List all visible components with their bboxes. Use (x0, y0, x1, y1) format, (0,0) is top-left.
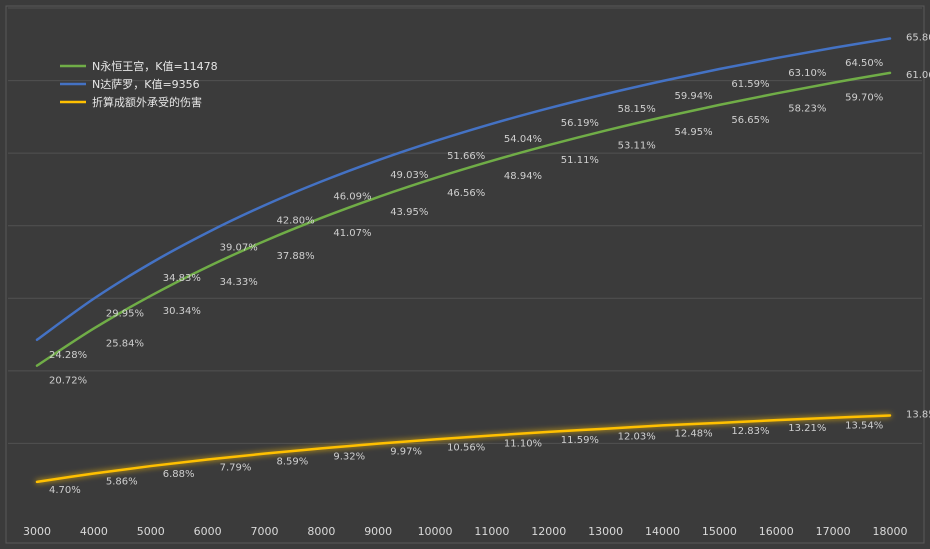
data-label: 13.54% (845, 421, 883, 432)
data-label: 11.10% (504, 438, 542, 449)
data-label: 9.97% (390, 447, 422, 458)
x-tick-label: 15000 (702, 525, 737, 538)
x-tick-label: 7000 (250, 525, 278, 538)
data-label: 42.80% (276, 215, 314, 226)
data-label: 58.23% (788, 103, 826, 114)
data-label: 61.59% (731, 79, 769, 90)
data-label: 29.95% (106, 309, 144, 320)
x-tick-label: 3000 (23, 525, 51, 538)
x-tick-label: 8000 (307, 525, 335, 538)
data-label: 34.83% (163, 273, 201, 284)
data-label: 54.95% (675, 127, 713, 138)
data-label: 59.70% (845, 93, 883, 104)
x-axis-tick-labels: 3000 4000 5000 6000 7000 8000 9000 10000 11000 12… (23, 525, 908, 538)
data-label: 13.21% (788, 423, 826, 434)
legend-label: N永恒王宫，K值=11478 (92, 59, 218, 73)
data-label: 20.72% (49, 376, 87, 387)
x-tick-label: 9000 (364, 525, 392, 538)
x-tick-label: 11000 (474, 525, 509, 538)
data-label: 39.07% (220, 242, 258, 253)
data-label: 46.09% (333, 192, 371, 203)
data-label: 46.56% (447, 188, 485, 199)
x-tick-label: 16000 (759, 525, 794, 538)
data-label: 4.70% (49, 485, 81, 496)
data-label: 58.15% (618, 104, 656, 115)
data-label: 7.79% (220, 462, 252, 473)
x-tick-label: 10000 (418, 525, 453, 538)
series-green-line (35, 71, 892, 367)
series-blue-line (35, 37, 892, 342)
data-labels: 20.72% 25.84% 30.34% 34.33% 37.88% 41.07% 43.9… (49, 32, 930, 495)
gridlines (8, 7, 922, 444)
plot-area-border (5, 5, 925, 544)
legend-label: N达萨罗，K值=9356 (92, 78, 200, 91)
data-label: 12.83% (731, 426, 769, 437)
data-label: 54.04% (504, 134, 542, 145)
data-label: 64.50% (845, 58, 883, 69)
data-label: 63.10% (788, 68, 826, 79)
x-tick-label: 12000 (531, 525, 566, 538)
data-label: 53.11% (618, 141, 656, 152)
data-label: 30.34% (163, 306, 201, 317)
data-label: 13.85% (906, 409, 930, 420)
data-label: 43.95% (390, 207, 428, 218)
data-label: 24.28% (49, 350, 87, 361)
data-label: 49.03% (390, 170, 428, 181)
legend: N永恒王宫，K值=11478 N达萨罗，K值=9356 折算成额外承受的伤害 (60, 59, 218, 109)
legend-label: 折算成额外承受的伤害 (92, 95, 202, 109)
data-label: 51.11% (561, 155, 599, 166)
data-label: 56.65% (731, 115, 769, 126)
x-tick-label: 17000 (816, 525, 851, 538)
data-label: 37.88% (276, 251, 314, 262)
x-tick-label: 13000 (588, 525, 623, 538)
data-label: 41.07% (333, 228, 371, 239)
x-tick-label: 18000 (873, 525, 908, 538)
data-label: 34.33% (220, 277, 258, 288)
data-label: 59.94% (675, 91, 713, 102)
data-label: 12.03% (618, 432, 656, 443)
series-yellow-line (35, 414, 892, 484)
data-label: 8.59% (276, 457, 308, 468)
data-label: 61.06% (906, 70, 930, 81)
x-tick-label: 4000 (80, 525, 108, 538)
data-label: 51.66% (447, 151, 485, 162)
series-lines (35, 37, 892, 484)
data-label: 9.32% (333, 451, 365, 462)
data-label: 5.86% (106, 476, 138, 487)
x-tick-label: 5000 (137, 525, 165, 538)
x-tick-label: 14000 (645, 525, 680, 538)
data-label: 56.19% (561, 118, 599, 129)
data-label: 11.59% (561, 435, 599, 446)
data-label: 65.80% (906, 32, 930, 43)
data-label: 10.56% (447, 442, 485, 453)
data-label: 48.94% (504, 171, 542, 182)
data-label: 6.88% (163, 469, 195, 480)
data-label: 25.84% (106, 338, 144, 349)
x-tick-label: 6000 (194, 525, 222, 538)
data-label: 12.48% (675, 428, 713, 439)
